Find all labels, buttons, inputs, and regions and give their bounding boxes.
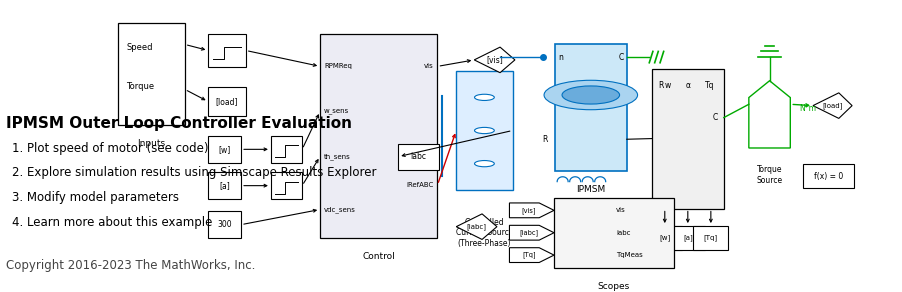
Text: Copyright 2016-2023 The MathWorks, Inc.: Copyright 2016-2023 The MathWorks, Inc. (6, 259, 255, 272)
FancyBboxPatch shape (271, 136, 302, 163)
Text: [load]: [load] (823, 102, 842, 109)
Circle shape (474, 94, 494, 100)
FancyBboxPatch shape (670, 226, 705, 250)
Text: [w]: [w] (659, 235, 670, 241)
Polygon shape (510, 225, 554, 240)
Text: [iabc]: [iabc] (466, 223, 486, 230)
Text: Tq: Tq (704, 81, 714, 90)
Text: 2. Explore simulation results using Simscape Results Explorer: 2. Explore simulation results using Sims… (13, 166, 377, 180)
Text: R: R (658, 81, 664, 90)
FancyBboxPatch shape (208, 172, 241, 199)
FancyBboxPatch shape (208, 88, 246, 116)
Text: C: C (713, 113, 718, 122)
Text: Control: Control (363, 252, 395, 261)
Text: w_sens: w_sens (324, 108, 349, 114)
FancyBboxPatch shape (648, 226, 683, 250)
Text: 4. Learn more about this example: 4. Learn more about this example (13, 216, 213, 229)
Text: iabc: iabc (616, 230, 630, 236)
Text: Speed: Speed (126, 43, 152, 52)
FancyBboxPatch shape (118, 23, 185, 125)
Circle shape (474, 161, 494, 167)
Text: [load]: [load] (216, 97, 238, 106)
Text: [vis]: [vis] (521, 207, 537, 214)
Circle shape (562, 86, 620, 104)
Text: [Tq]: [Tq] (704, 235, 718, 241)
Text: IPMSM Outer Loop Controller Evaluation: IPMSM Outer Loop Controller Evaluation (6, 116, 352, 131)
Text: iabc: iabc (410, 152, 427, 161)
Text: 300: 300 (217, 220, 232, 229)
Text: C: C (619, 53, 623, 62)
FancyBboxPatch shape (399, 144, 439, 170)
Text: ~: ~ (481, 159, 489, 169)
Circle shape (544, 80, 638, 110)
Polygon shape (510, 248, 554, 263)
Text: vis: vis (616, 207, 626, 213)
Text: [vis]: [vis] (486, 55, 503, 65)
Text: Inputs: Inputs (137, 140, 166, 148)
Polygon shape (474, 47, 515, 73)
FancyBboxPatch shape (554, 198, 674, 268)
Text: Controlled
Current Source
(Three-Phase): Controlled Current Source (Three-Phase) (456, 218, 513, 248)
Polygon shape (456, 214, 497, 239)
Text: Scopes: Scopes (598, 282, 630, 291)
Text: vdc_sens: vdc_sens (324, 206, 356, 213)
Text: vis: vis (424, 63, 434, 69)
Text: [a]: [a] (683, 235, 693, 241)
FancyBboxPatch shape (456, 71, 512, 190)
Text: Torque: Torque (126, 82, 154, 91)
Text: ~: ~ (481, 126, 489, 135)
Text: α: α (686, 81, 690, 90)
Text: [Tq]: [Tq] (522, 252, 536, 258)
Text: [a]: [a] (219, 181, 230, 190)
Text: RPMReq: RPMReq (324, 63, 352, 69)
FancyBboxPatch shape (271, 172, 302, 199)
Text: th_sens: th_sens (324, 153, 351, 160)
Text: f(x) = 0: f(x) = 0 (814, 172, 842, 181)
Text: TqMeas: TqMeas (616, 252, 643, 258)
FancyBboxPatch shape (803, 164, 853, 188)
Text: 1. Plot speed of motor (see code): 1. Plot speed of motor (see code) (13, 142, 208, 154)
Text: iRefABC: iRefABC (406, 182, 434, 188)
FancyBboxPatch shape (320, 34, 437, 238)
FancyBboxPatch shape (555, 44, 627, 171)
Polygon shape (510, 203, 554, 218)
Text: n: n (558, 53, 563, 62)
Text: Torque
Source: Torque Source (757, 165, 783, 185)
Polygon shape (813, 93, 852, 118)
Text: w: w (665, 81, 671, 90)
Text: N*m: N*m (799, 105, 816, 114)
Text: [iabc]: [iabc] (520, 229, 538, 236)
FancyBboxPatch shape (652, 69, 723, 208)
FancyBboxPatch shape (208, 136, 241, 163)
Text: IPMSM: IPMSM (576, 185, 605, 194)
FancyBboxPatch shape (694, 226, 729, 250)
Text: ~: ~ (481, 92, 489, 102)
Text: [w]: [w] (218, 145, 231, 154)
Circle shape (474, 127, 494, 134)
FancyBboxPatch shape (208, 211, 241, 238)
Text: 3. Modify model parameters: 3. Modify model parameters (13, 191, 179, 204)
Polygon shape (749, 81, 790, 148)
FancyBboxPatch shape (208, 34, 246, 67)
Text: R: R (543, 135, 548, 144)
